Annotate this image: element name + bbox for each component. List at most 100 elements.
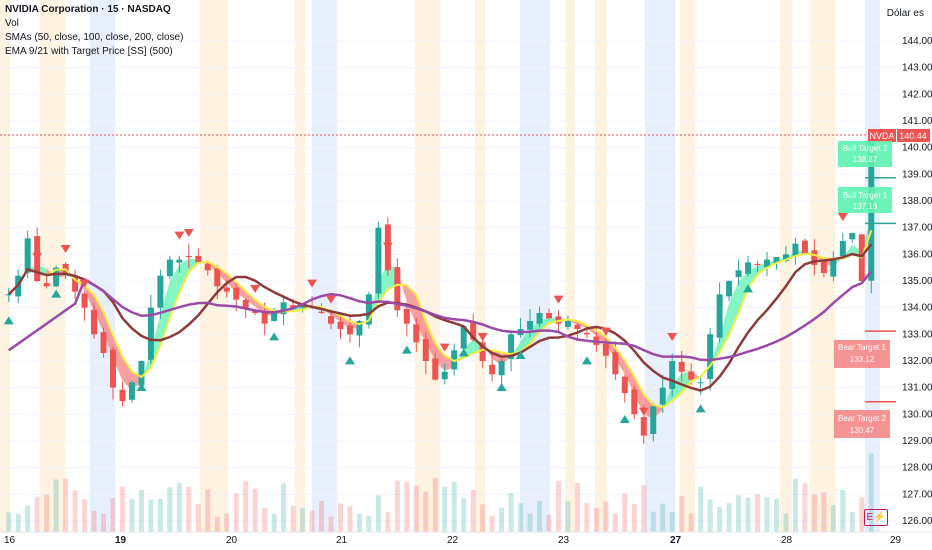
sma-indicator[interactable]: SMAs (50, close, 100, close, 200, close) — [5, 32, 184, 43]
sma-100-line — [7, 243, 873, 392]
candle-body — [356, 321, 363, 336]
buy-signal-marker — [458, 348, 469, 357]
volume-bar — [698, 486, 704, 532]
candle-body — [299, 305, 306, 308]
volume-bar — [669, 512, 675, 532]
volume-bar — [138, 489, 144, 532]
candle-body — [110, 349, 116, 388]
volume-bar — [584, 503, 590, 532]
volume-bar — [15, 513, 21, 532]
volume-bar — [413, 485, 419, 532]
volume-bar — [792, 478, 798, 532]
buy-signal-marker — [269, 332, 280, 341]
earnings-icon[interactable]: E⚡ — [864, 509, 888, 526]
bear-cloud — [75, 277, 85, 291]
signal-markers — [3, 213, 848, 423]
volume-bar — [385, 512, 391, 532]
bull-cloud — [179, 258, 189, 293]
bear-cloud — [634, 376, 644, 415]
volume-bar — [91, 510, 97, 532]
bull-cloud — [738, 271, 749, 313]
volume-bar — [337, 503, 343, 532]
price-tick: 128.00 — [902, 463, 932, 474]
volume-bar — [574, 482, 580, 532]
symbol-title[interactable]: NVIDIA Corporation · 15 · NASDAQ — [5, 4, 171, 15]
candle-body — [811, 250, 818, 265]
candle-body — [100, 332, 107, 353]
price-tick: 138.00 — [902, 196, 932, 207]
currency-label[interactable]: Dólar es — [886, 8, 924, 19]
candle-body — [839, 241, 846, 257]
volume-bar — [366, 515, 372, 532]
volume-bar — [72, 490, 78, 532]
ema-indicator[interactable]: EMA 9/21 with Target Price [SS] (500) — [5, 46, 173, 57]
volume-bar — [868, 453, 874, 532]
buy-signal-marker — [695, 404, 706, 413]
volume-bar — [859, 497, 865, 532]
price-tick: 144.00 — [902, 36, 932, 47]
candle-body — [754, 263, 761, 265]
volume-bar — [679, 495, 685, 532]
sell-signal-marker — [667, 333, 678, 341]
session-band — [415, 0, 440, 532]
session-band — [780, 0, 792, 532]
volume-bar — [25, 505, 31, 532]
price-tick: 126.00 — [902, 516, 932, 527]
time-label: 16 — [4, 535, 16, 546]
sell-signal-marker — [326, 295, 336, 304]
bull-target-2-label: Bull Target 2 138.87 — [838, 141, 892, 167]
buy-signal-marker — [3, 316, 14, 325]
bull-cloud — [169, 265, 180, 318]
buy-signal-marker — [51, 289, 62, 298]
sell-signal-marker — [477, 333, 488, 341]
bull-target-1-label: Bull Target 1 137.16 — [838, 187, 892, 213]
bear-cloud — [113, 334, 123, 381]
price-tick: 129.00 — [902, 436, 932, 447]
volume-bar — [508, 493, 514, 532]
buy-signal-marker — [515, 351, 526, 359]
candle-body — [574, 324, 581, 329]
volume-bar — [214, 516, 220, 532]
volume-bar — [612, 513, 618, 532]
price-tick: 131.00 — [902, 383, 932, 394]
grid-lines — [0, 40, 896, 522]
candle-body — [5, 294, 12, 296]
candle-body — [214, 268, 221, 287]
bear-cloud — [624, 360, 635, 394]
buy-signal-marker — [581, 356, 592, 365]
bear-target-2-label: Bear Target 2 130.47 — [834, 410, 890, 438]
price-tick: 140.00 — [902, 143, 932, 154]
candle-body — [72, 275, 79, 292]
price-axis: 144.00 143.00 142.00 141.00 140.00 139.00 138.… — [896, 0, 932, 532]
volume-bar — [423, 491, 429, 532]
symbol-tag-bg — [868, 129, 896, 142]
volume-bar — [44, 494, 50, 532]
candle-body — [764, 259, 770, 268]
bull-target-2-value: 138.87 — [853, 155, 878, 164]
volume-bar — [129, 498, 135, 532]
volume-bar — [821, 492, 827, 532]
volume-bar — [34, 497, 40, 532]
candle-body — [735, 270, 742, 278]
candle-body — [337, 321, 344, 329]
candle-body — [195, 255, 202, 263]
session-band — [520, 0, 550, 532]
candle-body — [536, 313, 543, 324]
price-tick: 127.00 — [902, 489, 932, 500]
candle-body — [176, 259, 183, 263]
candle-body — [782, 254, 789, 261]
price-tick: 137.00 — [902, 223, 932, 234]
candle-body — [233, 287, 240, 300]
volume-bar — [281, 483, 287, 532]
volume-bar — [650, 511, 656, 532]
bear-cloud — [245, 291, 256, 307]
candle-body — [138, 361, 145, 386]
vol-indicator[interactable]: Vol — [5, 18, 19, 29]
time-label: 22 — [447, 535, 459, 546]
volume-bar — [319, 500, 325, 532]
sell-signal-marker — [174, 231, 185, 240]
volume-bar — [110, 498, 116, 532]
candle-body — [318, 311, 325, 313]
session-band — [295, 0, 305, 532]
